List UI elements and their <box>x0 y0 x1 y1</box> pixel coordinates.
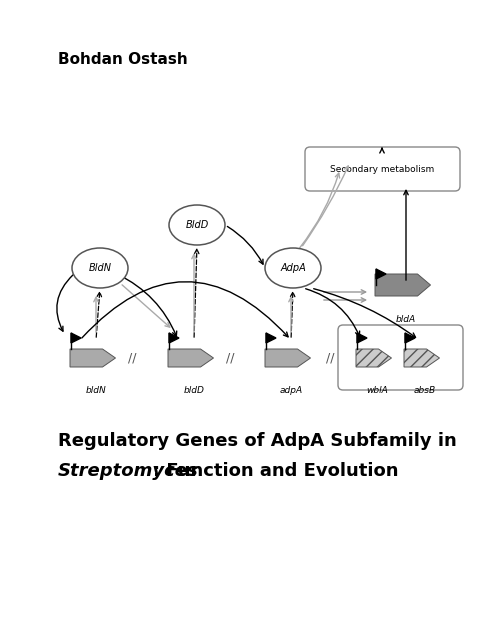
Text: AdpA: AdpA <box>280 263 306 273</box>
Text: Streptomyces: Streptomyces <box>58 462 199 480</box>
Text: adpA: adpA <box>279 386 302 395</box>
Text: Regulatory Genes of AdpA Subfamily in: Regulatory Genes of AdpA Subfamily in <box>58 432 457 450</box>
Polygon shape <box>71 333 81 343</box>
Text: : Function and Evolution: : Function and Evolution <box>153 462 398 480</box>
Polygon shape <box>376 269 386 279</box>
FancyArrow shape <box>168 349 214 367</box>
Polygon shape <box>266 333 276 343</box>
Text: Bohdan Ostash: Bohdan Ostash <box>58 52 188 67</box>
Text: wblA: wblA <box>366 386 388 395</box>
FancyArrow shape <box>265 349 311 367</box>
FancyArrow shape <box>404 349 440 367</box>
Polygon shape <box>169 333 179 343</box>
Text: //: // <box>128 351 136 364</box>
Text: BldN: BldN <box>88 263 111 273</box>
Text: bldD: bldD <box>183 386 204 395</box>
Ellipse shape <box>72 248 128 288</box>
Text: //: // <box>326 351 334 364</box>
Text: bldA: bldA <box>396 315 416 324</box>
FancyArrow shape <box>375 274 431 296</box>
Text: BldD: BldD <box>185 220 209 230</box>
FancyBboxPatch shape <box>305 147 460 191</box>
Polygon shape <box>405 333 415 343</box>
Text: //: // <box>226 351 234 364</box>
FancyBboxPatch shape <box>338 325 463 390</box>
FancyArrow shape <box>70 349 116 367</box>
Ellipse shape <box>265 248 321 288</box>
Text: Secondary metabolism: Secondary metabolism <box>330 164 434 174</box>
Text: bldN: bldN <box>85 386 107 395</box>
FancyArrow shape <box>356 349 392 367</box>
Ellipse shape <box>169 205 225 245</box>
Text: absB: absB <box>414 386 436 395</box>
Polygon shape <box>357 333 367 343</box>
